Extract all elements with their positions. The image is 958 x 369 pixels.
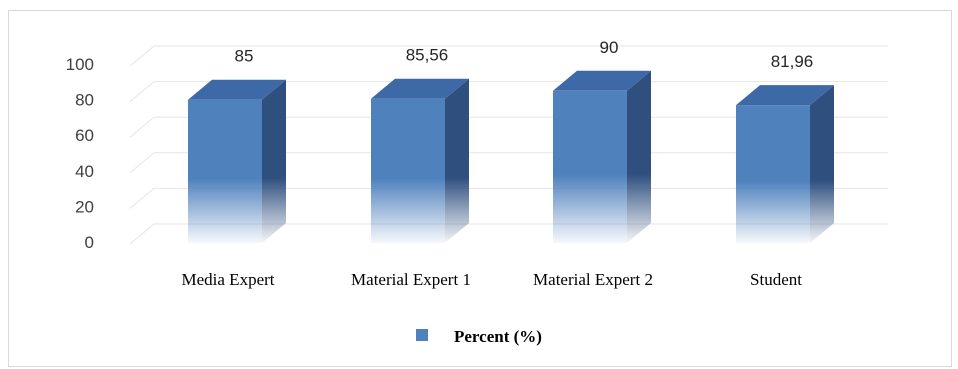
bar — [553, 70, 651, 243]
gridline-depth — [129, 81, 155, 102]
x-tick-label: Material Expert 1 — [351, 270, 471, 289]
y-tick-label: 40 — [75, 162, 94, 181]
bar — [736, 85, 834, 243]
bar-front — [188, 99, 262, 243]
data-label: 85,56 — [406, 46, 449, 65]
bar-front — [736, 105, 810, 243]
x-tick-label: Media Expert — [182, 270, 275, 289]
y-tick-label: 80 — [75, 91, 94, 110]
gridline-depth — [129, 116, 155, 138]
gridline-depth — [129, 45, 155, 67]
x-axis-labels: Media Expert Material Expert 1 Material Ex… — [182, 270, 803, 289]
y-tick-label: 0 — [85, 233, 94, 252]
bar-side — [445, 78, 469, 243]
data-label: 90 — [600, 38, 619, 57]
x-tick-label: Material Expert 2 — [533, 270, 653, 289]
data-labels: 85 85,56 90 81,96 — [235, 38, 814, 71]
y-tick-label: 60 — [75, 126, 94, 145]
bar — [188, 79, 286, 243]
bars — [188, 70, 834, 243]
bar-top — [371, 78, 469, 99]
gridline-depth — [129, 152, 155, 174]
legend-swatch — [416, 329, 428, 341]
bar-top — [736, 85, 834, 106]
data-label: 81,96 — [771, 52, 814, 71]
bar-front — [553, 90, 627, 243]
bar-front — [371, 98, 445, 243]
data-label: 85 — [235, 47, 254, 66]
gridline-depth — [129, 223, 155, 245]
y-axis-ticks: 0 20 40 60 80 100 — [66, 55, 94, 252]
bar — [371, 78, 469, 243]
bar-side — [627, 70, 651, 243]
x-tick-label: Student — [750, 270, 802, 289]
y-tick-label: 100 — [66, 55, 94, 74]
legend: Percent (%) — [416, 327, 542, 346]
legend-label: Percent (%) — [454, 327, 542, 346]
bar-top — [188, 79, 286, 100]
bar-side — [262, 79, 286, 243]
y-tick-label: 20 — [75, 197, 94, 216]
bar-top — [553, 70, 651, 91]
bar-side — [810, 85, 834, 243]
gridline-depth — [129, 188, 155, 209]
